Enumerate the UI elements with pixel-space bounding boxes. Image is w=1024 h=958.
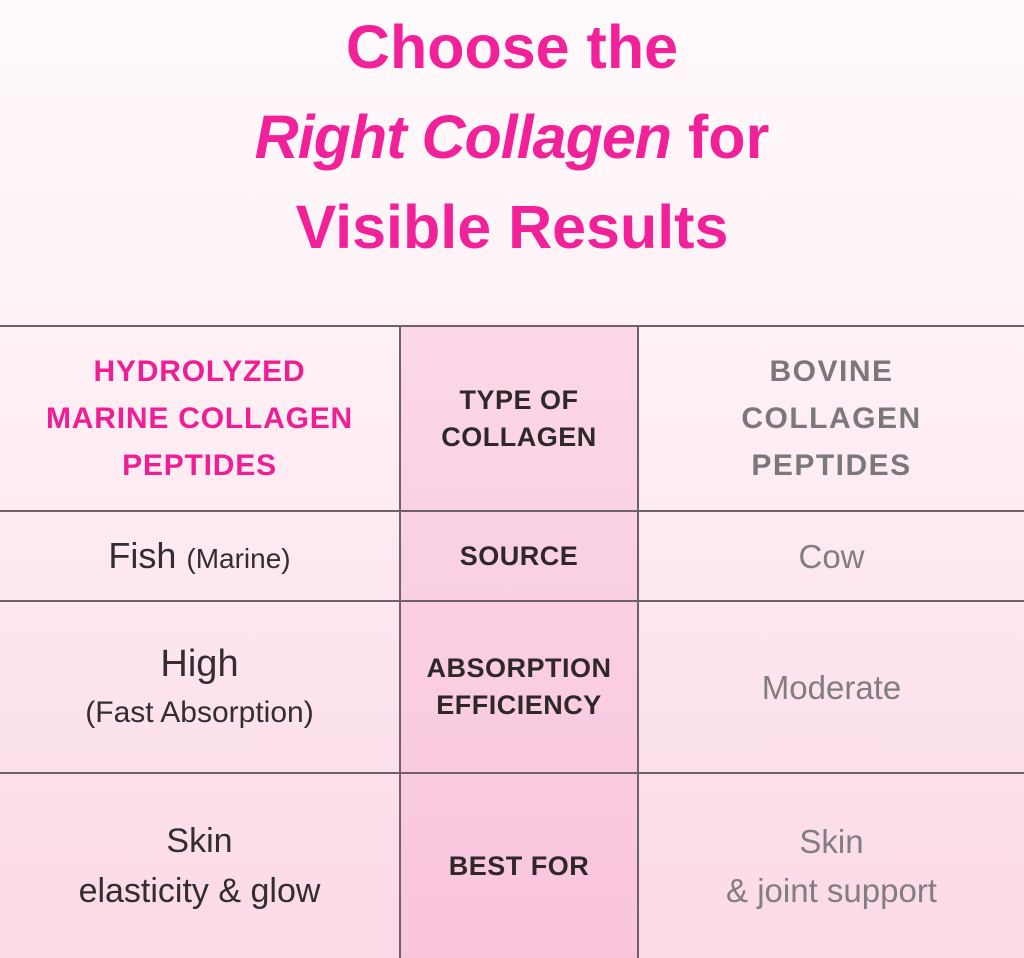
header-cell-bovine-collagen: BOVINE COLLAGEN PEPTIDES: [639, 325, 1024, 510]
bestfor-marine-cell: Skin elasticity & glow: [0, 772, 399, 958]
bestfor-marine-line-2: elasticity & glow: [78, 872, 321, 910]
bovine-header-line-1: BOVINE: [769, 355, 894, 388]
source-label: SOURCE: [459, 540, 579, 571]
title-line-1: Choose the: [345, 13, 679, 81]
source-bovine-cell: Cow: [639, 510, 1024, 600]
source-marine-main: Fish: [108, 535, 177, 576]
bovine-header-line-2: COLLAGEN: [741, 402, 922, 435]
title-line-3: Visible Results: [295, 193, 729, 261]
type-label-line-2: COLLAGEN: [441, 421, 597, 452]
absorption-marine-note: (Fast Absorption): [85, 696, 314, 729]
title-line-2-rest: for: [671, 103, 770, 171]
header-cell-marine-collagen: HYDROLYZED MARINE COLLAGEN PEPTIDES: [0, 325, 399, 510]
absorption-marine-cell: High (Fast Absorption): [0, 600, 399, 772]
marine-header-line-3: PEPTIDES: [122, 449, 277, 482]
title-line-2: Right Collagen for: [0, 92, 1024, 182]
source-marine-value: Fish (Marine): [108, 535, 290, 577]
source-marine-note: (Marine): [186, 543, 291, 574]
marine-header-line-1: HYDROLYZED: [93, 355, 306, 388]
bestfor-label: BEST FOR: [448, 850, 590, 881]
absorption-label-cell: ABSORPTION EFFICIENCY: [399, 600, 639, 772]
source-bovine-value: Cow: [798, 537, 865, 575]
page-title: Choose the Right Collagen for Visible Re…: [0, 0, 1024, 325]
marine-header-line-2: MARINE COLLAGEN: [46, 402, 353, 435]
absorption-bovine-cell: Moderate: [639, 600, 1024, 772]
bestfor-bovine-line-2: & joint support: [726, 872, 937, 909]
bestfor-bovine-line-1: Skin: [799, 823, 864, 860]
absorption-label-line-1: ABSORPTION: [426, 653, 612, 683]
bestfor-label-cell: BEST FOR: [399, 772, 639, 958]
absorption-label-line-2: EFFICIENCY: [436, 690, 602, 720]
bestfor-bovine-cell: Skin & joint support: [639, 772, 1024, 958]
source-label-cell: SOURCE: [399, 510, 639, 600]
source-marine-cell: Fish (Marine): [0, 510, 399, 600]
title-emphasis: Right Collagen: [254, 103, 672, 171]
absorption-bovine-value: Moderate: [761, 668, 902, 706]
comparison-table: HYDROLYZED MARINE COLLAGEN PEPTIDES TYPE…: [0, 325, 1024, 958]
absorption-marine-main: High: [160, 643, 239, 685]
type-label-line-1: TYPE OF: [459, 384, 579, 415]
bestfor-marine-line-1: Skin: [166, 822, 233, 860]
header-cell-type-of-collagen: TYPE OF COLLAGEN: [399, 325, 639, 510]
bovine-header-line-3: PEPTIDES: [751, 449, 912, 482]
